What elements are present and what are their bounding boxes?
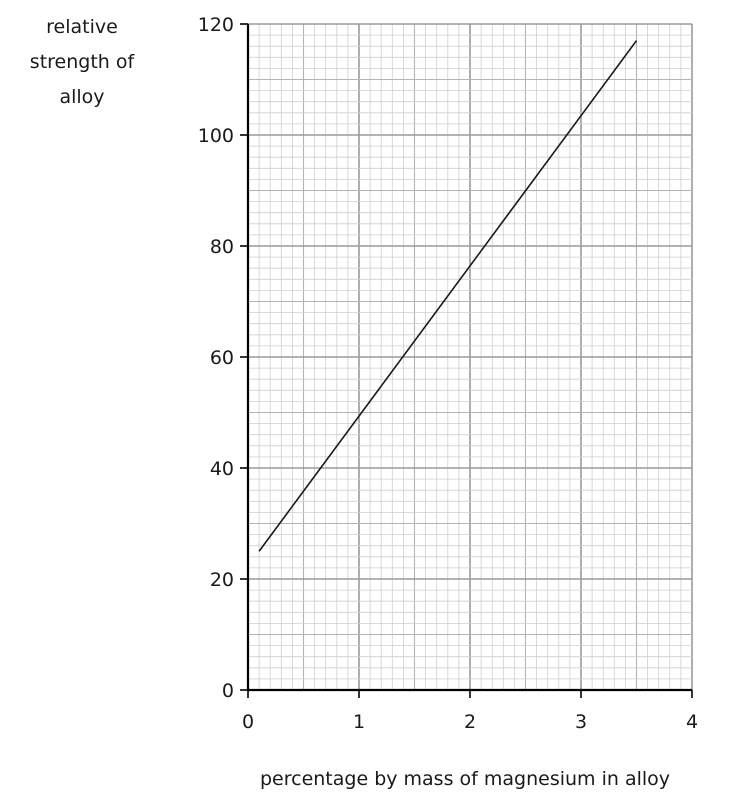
y-tick-label: 20 [210,569,234,591]
x-tick-label: 1 [353,711,365,733]
grid-minor [247,23,693,691]
y-axis-label-line-1: relative [46,16,118,38]
y-tick-label: 60 [210,347,234,369]
x-tick-label: 0 [242,711,254,733]
y-tick-label: 40 [210,458,234,480]
x-tick-label: 3 [575,711,587,733]
series [258,40,638,552]
y-tick-label: 120 [198,14,234,36]
y-axis-label-line-2: strength of [30,51,136,73]
x-ticks: 0 1 2 3 4 [242,690,698,733]
y-tick-label: 0 [222,680,234,702]
x-axis-label: percentage by mass of magnesium in alloy [260,768,670,790]
x-tick-label: 2 [464,711,476,733]
series-line [258,40,638,552]
y-ticks: 0 20 40 60 80 100 120 [198,14,248,702]
y-tick-label: 80 [210,236,234,258]
y-tick-label: 100 [198,125,234,147]
x-tick-label: 4 [686,711,698,733]
y-axis-label-line-3: alloy [59,86,104,108]
